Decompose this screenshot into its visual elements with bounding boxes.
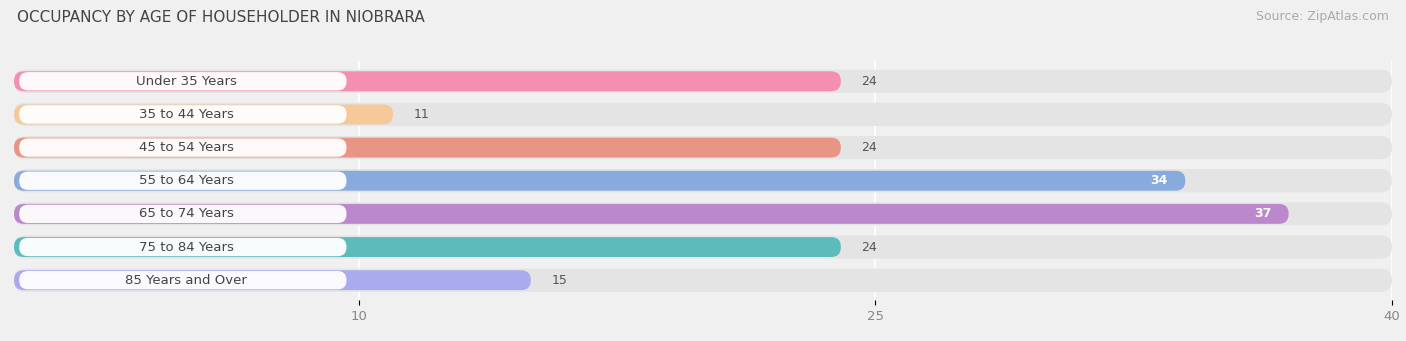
FancyBboxPatch shape (14, 103, 1392, 126)
FancyBboxPatch shape (14, 171, 1185, 191)
FancyBboxPatch shape (14, 138, 841, 158)
FancyBboxPatch shape (20, 238, 346, 256)
FancyBboxPatch shape (14, 202, 1392, 225)
FancyBboxPatch shape (20, 138, 346, 157)
Text: 65 to 74 Years: 65 to 74 Years (139, 207, 233, 220)
Text: 15: 15 (551, 274, 567, 287)
FancyBboxPatch shape (20, 271, 346, 289)
Text: 85 Years and Over: 85 Years and Over (125, 274, 247, 287)
Text: 24: 24 (862, 240, 877, 254)
FancyBboxPatch shape (20, 205, 346, 223)
FancyBboxPatch shape (20, 172, 346, 190)
FancyBboxPatch shape (14, 70, 1392, 93)
FancyBboxPatch shape (14, 136, 1392, 159)
Text: Under 35 Years: Under 35 Years (136, 75, 236, 88)
Text: 45 to 54 Years: 45 to 54 Years (139, 141, 233, 154)
Text: 37: 37 (1254, 207, 1271, 220)
FancyBboxPatch shape (14, 269, 1392, 292)
Text: 55 to 64 Years: 55 to 64 Years (139, 174, 233, 187)
FancyBboxPatch shape (20, 105, 346, 123)
Text: 24: 24 (862, 141, 877, 154)
FancyBboxPatch shape (14, 71, 841, 91)
FancyBboxPatch shape (20, 72, 346, 90)
Text: 24: 24 (862, 75, 877, 88)
FancyBboxPatch shape (14, 237, 841, 257)
FancyBboxPatch shape (14, 104, 394, 124)
Text: 75 to 84 Years: 75 to 84 Years (139, 240, 233, 254)
Text: 35 to 44 Years: 35 to 44 Years (139, 108, 233, 121)
Text: OCCUPANCY BY AGE OF HOUSEHOLDER IN NIOBRARA: OCCUPANCY BY AGE OF HOUSEHOLDER IN NIOBR… (17, 10, 425, 25)
FancyBboxPatch shape (14, 204, 1289, 224)
FancyBboxPatch shape (14, 270, 531, 290)
Text: Source: ZipAtlas.com: Source: ZipAtlas.com (1256, 10, 1389, 23)
FancyBboxPatch shape (14, 235, 1392, 258)
Text: 34: 34 (1150, 174, 1168, 187)
FancyBboxPatch shape (14, 169, 1392, 192)
Text: 11: 11 (413, 108, 429, 121)
